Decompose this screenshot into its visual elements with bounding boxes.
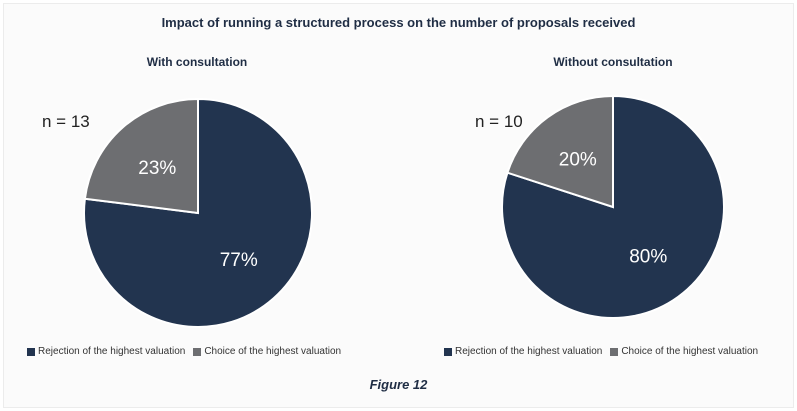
legend-swatch-rejection bbox=[27, 347, 35, 356]
legend-item-rejection: Rejection of the highest valuation bbox=[27, 346, 185, 357]
pie-data-label: 20% bbox=[559, 150, 597, 171]
pie-data-label: 23% bbox=[138, 158, 176, 179]
legend-with-consultation: Rejection of the highest valuation Choic… bbox=[27, 346, 349, 357]
legend-swatch-rejection bbox=[444, 347, 452, 356]
legend-without-consultation: Rejection of the highest valuation Choic… bbox=[444, 346, 766, 357]
sample-size-with-consultation: n = 13 bbox=[42, 112, 90, 131]
pie-slice-choice-of-the-highest-valuation bbox=[83, 97, 199, 215]
legend-swatch-choice bbox=[610, 347, 619, 356]
legend-item-rejection: Rejection of the highest valuation bbox=[444, 346, 602, 357]
figure-caption: Figure 12 bbox=[369, 377, 428, 392]
pie-data-label: 80% bbox=[629, 246, 667, 267]
pie-data-label: 77% bbox=[220, 250, 258, 271]
chart-title: Impact of running a structured process o… bbox=[161, 15, 636, 30]
legend-label-choice: Choice of the highest valuation bbox=[621, 346, 759, 357]
legend-swatch-choice bbox=[193, 347, 202, 356]
legend-item-choice: Choice of the highest valuation bbox=[610, 346, 758, 357]
legend-label-choice: Choice of the highest valuation bbox=[204, 346, 342, 357]
sample-size-without-consultation: n = 10 bbox=[475, 112, 523, 131]
legend-label-rejection: Rejection of the highest valuation bbox=[38, 346, 186, 357]
pie-title-with-consultation: With consultation bbox=[146, 55, 248, 69]
legend-item-choice: Choice of the highest valuation bbox=[193, 346, 341, 357]
pie-title-without-consultation: Without consultation bbox=[553, 55, 673, 69]
legend-label-rejection: Rejection of the highest valuation bbox=[455, 346, 603, 357]
pie-slice-choice-of-the-highest-valuation bbox=[506, 94, 614, 209]
